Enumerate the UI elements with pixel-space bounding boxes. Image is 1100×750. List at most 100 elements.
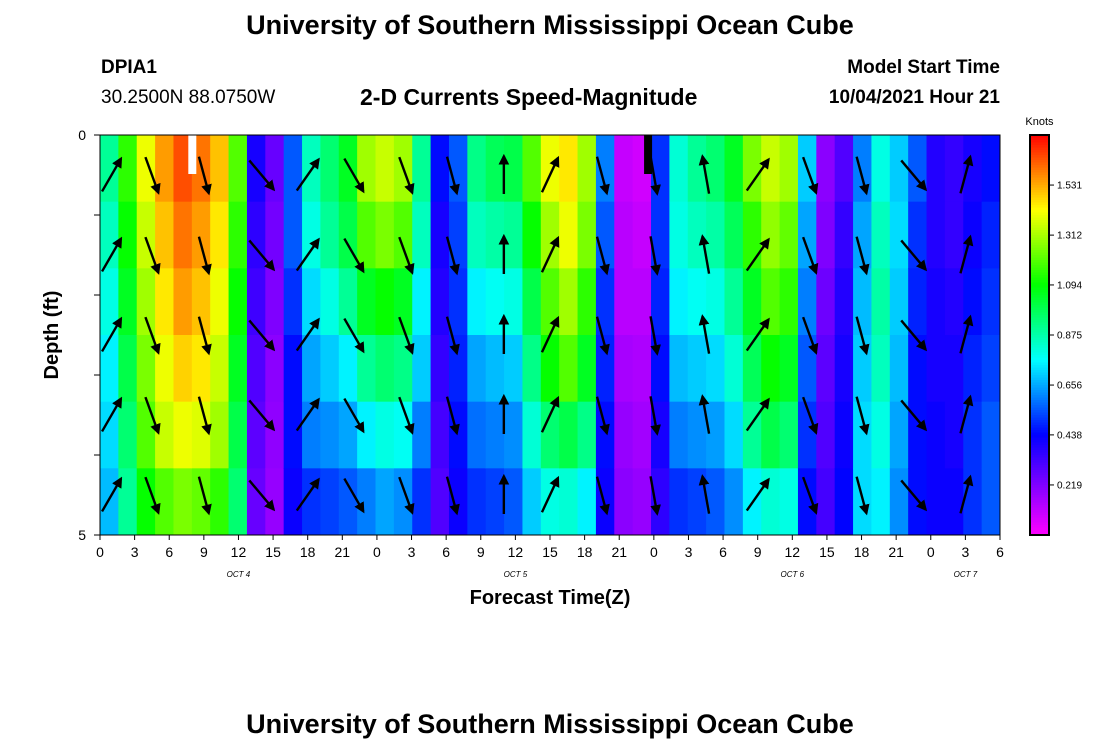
heatmap-cell [889, 268, 909, 336]
heatmap-cell [302, 468, 322, 535]
heatmap-cell [191, 335, 211, 403]
colorbar-swatch [1030, 490, 1049, 494]
heatmap-cell [908, 268, 928, 336]
colorbar-swatch [1030, 145, 1049, 149]
colorbar-swatch [1030, 282, 1049, 286]
current-arrow [857, 557, 867, 594]
colorbar-swatch [1030, 427, 1049, 431]
colorbar-swatch [1030, 252, 1049, 256]
heatmap-cell [485, 401, 505, 469]
colorbar-swatch [1030, 295, 1049, 299]
current-arrow [540, 395, 560, 433]
heatmap-cell [669, 135, 689, 203]
current-arrow [651, 556, 658, 593]
current-arrow [144, 236, 161, 275]
heatmap-cell [816, 468, 836, 535]
current-arrow [855, 156, 870, 196]
heatmap-cell [963, 201, 983, 269]
colorbar-swatch [1030, 287, 1049, 291]
current-arrow [702, 556, 709, 593]
colorbar-swatch [1030, 460, 1049, 464]
current-arrow [1005, 477, 1018, 513]
heatmap-cell [816, 401, 836, 469]
current-arrow [101, 476, 123, 513]
current-arrow [698, 314, 711, 354]
colorbar-swatch [1030, 455, 1049, 459]
current-arrow [398, 156, 415, 195]
colorbar-swatch [1030, 502, 1049, 506]
colorbar-swatch [1030, 477, 1049, 481]
current-arrow [900, 479, 928, 512]
current-arrow [801, 156, 819, 195]
axes: 0 3 6 9 12 15 18 21 0 3 6 9 12 15 18 21 0 3 6 9 12 15 18 21 0 3 6 O… [78, 127, 1004, 579]
current-arrow [900, 399, 928, 432]
colorbar-swatch [1030, 307, 1049, 311]
colorbar-swatch [1030, 162, 1049, 166]
heatmap-cell [632, 268, 652, 336]
colorbar-swatch [1030, 415, 1049, 419]
colorbar-swatch [1030, 420, 1049, 424]
colorbar-swatch [1030, 435, 1049, 439]
current-arrow [649, 396, 661, 436]
heatmap-cell [485, 468, 505, 535]
heatmap-cell [669, 268, 689, 336]
current-arrow [399, 557, 412, 593]
current-arrow [649, 156, 661, 196]
heatmap-cell [779, 335, 799, 403]
colorbar-swatch [1030, 325, 1049, 329]
heatmap-cell [926, 135, 946, 203]
current-arrow [745, 317, 770, 352]
current-arrow [801, 396, 819, 435]
current-arrow [447, 557, 457, 594]
heatmap-cell [559, 135, 579, 203]
colorbar-swatch [1030, 510, 1049, 514]
heatmap-cell [136, 401, 156, 469]
colorbar-swatch [1030, 245, 1049, 249]
colorbar-swatch [1030, 372, 1049, 376]
colorbar-swatch [1030, 365, 1049, 369]
colorbar-swatch [1030, 172, 1049, 176]
current-arrow [698, 474, 711, 514]
heatmap-cell [467, 401, 487, 469]
heatmap-cell [173, 201, 193, 269]
colorbar-swatch [1030, 232, 1049, 236]
colorbar-swatch [1030, 207, 1049, 211]
heatmap-cell [393, 201, 413, 269]
colorbar-swatch [1030, 527, 1049, 531]
colorbar-swatch [1030, 337, 1049, 341]
x-tick-label: 0 [650, 544, 658, 560]
colorbar-swatch [1030, 387, 1049, 391]
colorbar-swatch [1030, 150, 1049, 154]
colorbar-swatch [1030, 370, 1049, 374]
current-arrow [197, 476, 212, 516]
heatmap-cell [706, 468, 726, 535]
current-arrow [803, 557, 816, 593]
heatmap-cell [265, 135, 285, 203]
colorbar-swatch [1030, 262, 1049, 266]
heatmap-cell [540, 135, 560, 203]
current-arrow [398, 316, 415, 355]
heatmap-cell [320, 268, 340, 336]
colorbar-swatch [1030, 187, 1049, 191]
colorbar-swatch [1030, 515, 1049, 519]
colorbar-swatch [1030, 205, 1049, 209]
heatmap-cell [559, 335, 579, 403]
colorbar-swatch [1030, 227, 1049, 231]
current-arrow [900, 319, 928, 352]
current-arrow [145, 557, 158, 593]
heatmap-cell [559, 468, 579, 535]
heatmap-cell [926, 201, 946, 269]
colorbar-swatch [1030, 157, 1049, 161]
x-tick-label: 6 [996, 544, 1004, 560]
colorbar-swatch [1030, 235, 1049, 239]
heatmap-cell [118, 401, 138, 469]
colorbar-swatch [1030, 255, 1049, 259]
colorbar-swatch [1030, 212, 1049, 216]
current-arrow [1056, 236, 1059, 274]
colorbar-swatch [1030, 362, 1049, 366]
heatmap-cell [632, 401, 652, 469]
x-tick-label: 21 [888, 544, 904, 560]
colorbar-swatch [1030, 240, 1049, 244]
heatmap-cell [155, 201, 175, 269]
heatmap-cell [504, 335, 524, 403]
